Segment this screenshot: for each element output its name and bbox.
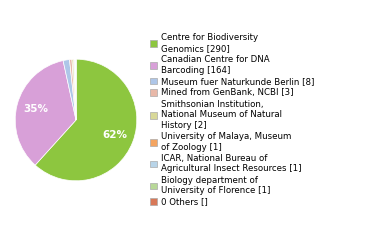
Wedge shape [74, 59, 76, 120]
Text: 35%: 35% [24, 104, 49, 114]
Wedge shape [74, 59, 76, 120]
Wedge shape [75, 59, 76, 120]
Text: 62%: 62% [102, 130, 127, 140]
Legend: Centre for Biodiversity
Genomics [290], Canadian Centre for DNA
Barcoding [164],: Centre for Biodiversity Genomics [290], … [149, 32, 316, 208]
Wedge shape [63, 60, 76, 120]
Wedge shape [70, 59, 76, 120]
Wedge shape [72, 59, 76, 120]
Wedge shape [35, 59, 137, 181]
Wedge shape [15, 60, 76, 165]
